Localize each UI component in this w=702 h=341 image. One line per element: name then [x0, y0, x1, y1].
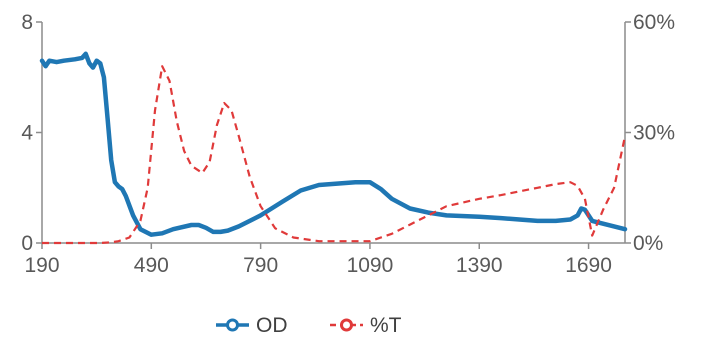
y-right-tick-label: 30%: [633, 122, 675, 145]
legend-item-od[interactable]: OD: [216, 314, 288, 337]
legend-label: OD: [256, 314, 288, 337]
y-left-tick-label: 8: [21, 11, 33, 34]
legend-marker-circle-icon: [340, 318, 353, 332]
legend-label: %T: [370, 314, 402, 337]
x-tick-label: 1390: [456, 254, 503, 277]
legend-marker-circle-icon: [226, 318, 239, 332]
x-tick-label: 490: [134, 254, 169, 277]
y-right-tick-label: 60%: [633, 11, 675, 34]
y-right-tick-label: 0%: [633, 232, 663, 255]
series-line-percent-t[interactable]: [42, 65, 627, 245]
x-tick-label: 1090: [347, 254, 394, 277]
x-tick-label: 190: [24, 254, 59, 277]
series-line-od[interactable]: [39, 51, 628, 237]
plot-area: [39, 51, 628, 245]
y-left-tick-label: 4: [21, 122, 33, 145]
legend[interactable]: OD %T: [216, 314, 402, 337]
axes: 190 490 790 1090 1390 1690 0 4 8 0% 30% 60%: [21, 11, 675, 277]
x-tick-label: 1690: [565, 254, 612, 277]
x-tick-label: 790: [243, 254, 278, 277]
y-left-tick-label: 0: [21, 232, 33, 255]
legend-item-percent-t[interactable]: %T: [330, 314, 402, 337]
